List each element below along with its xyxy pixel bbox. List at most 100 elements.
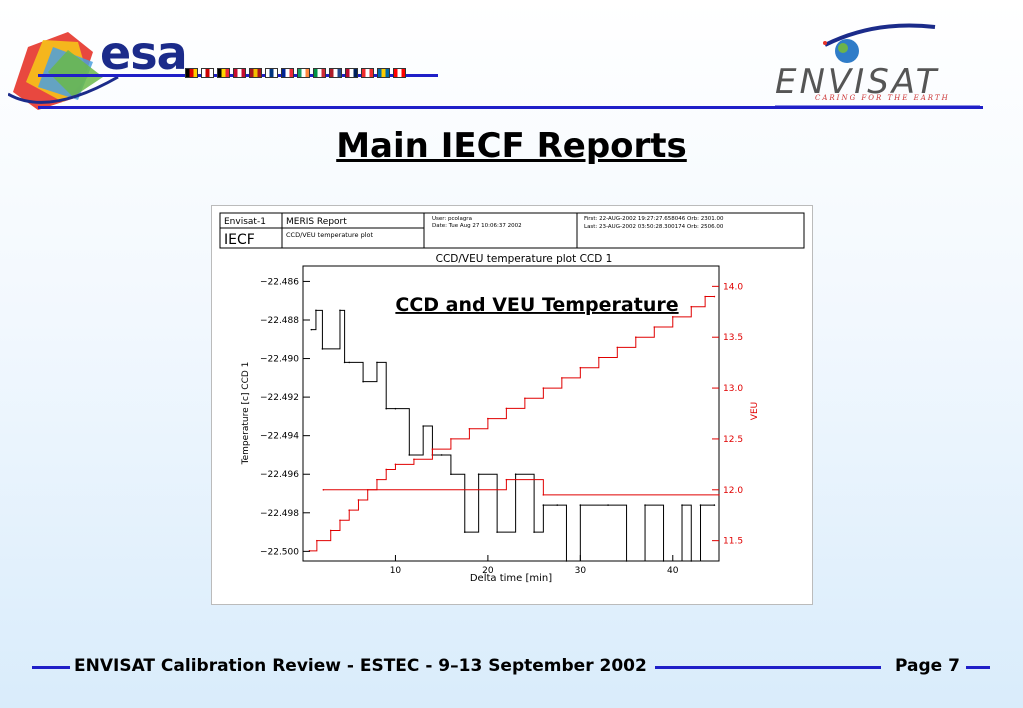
x-tick-label-0: 10	[390, 566, 402, 576]
series-1-point-17	[542, 387, 545, 389]
y-axis-label-left: Temperature [c] CCD 1	[241, 362, 251, 466]
y-left-tick-label-5: −22.496	[260, 470, 299, 480]
flag-10	[345, 68, 358, 78]
footer-rule-left	[32, 666, 70, 669]
series-0-point-6	[362, 380, 364, 383]
series-1-point-1	[316, 539, 318, 542]
series-1-point-23	[653, 326, 656, 328]
flag-1	[201, 68, 214, 78]
x-tick-label-2: 30	[575, 566, 587, 576]
esa-logo	[8, 32, 438, 110]
flag-6	[281, 68, 294, 78]
series-0-point-31	[713, 504, 716, 506]
footer-text: ENVISAT Calibration Review - ESTEC - 9–1…	[74, 656, 647, 676]
series-0-point-15	[463, 531, 466, 533]
report-date: Date: Tue Aug 27 10:06:37 2002	[432, 223, 522, 229]
y-right-tick-label-4: 12.0	[723, 486, 743, 496]
series-0-point-0	[310, 328, 313, 331]
series-0-point-24	[607, 504, 609, 506]
series-0-point-23	[579, 504, 582, 506]
series-1-point-25	[690, 305, 693, 308]
x-tick-label-1: 20	[482, 566, 494, 576]
series-0-point-26	[644, 504, 646, 506]
report-mission: Envisat-1	[224, 217, 266, 227]
series-0-point-22	[565, 560, 568, 562]
plot-frame	[302, 265, 720, 562]
series-0-point-8	[385, 407, 387, 410]
series-0-point-13	[440, 454, 443, 456]
series-1	[309, 296, 715, 552]
report-last: Last: 23-AUG-2002 03:50:28.300174 Orb: 2…	[584, 224, 724, 230]
flag-5	[265, 68, 278, 78]
page-number-value: 7	[948, 656, 960, 676]
report-user: User: pcolagra	[432, 216, 472, 222]
flag-12	[377, 68, 390, 78]
report-name: MERIS Report	[286, 217, 347, 227]
series-0-point-1	[315, 309, 317, 312]
series-2-point-2	[542, 494, 545, 496]
y-left-tick-label-1: −22.488	[260, 316, 299, 326]
y-right-tick-label-3: 12.5	[723, 435, 743, 445]
series-2	[323, 479, 719, 496]
series-0-point-10	[408, 454, 411, 456]
y-axis-label-right: VEU	[750, 402, 760, 420]
report-first: First: 22-AUG-2002 19:27:27.658046 Orb: …	[584, 216, 724, 222]
series-1-point-20	[598, 356, 600, 359]
series-1-point-16	[524, 397, 526, 400]
temperature-plot: Envisat-1 IECF MERIS Report CCD/VEU temp…	[219, 212, 805, 584]
flag-4	[249, 68, 262, 78]
series-0-point-9	[394, 407, 397, 410]
flag-3	[233, 68, 246, 78]
series-1-point-8	[385, 468, 387, 471]
series-0-point-4	[343, 361, 346, 364]
flag-7	[297, 68, 310, 78]
page-number: Page 7	[895, 656, 960, 676]
series-0-point-21	[556, 504, 559, 506]
flag-2	[217, 68, 230, 78]
series-0	[311, 309, 715, 562]
y-right-tick-label-1: 13.5	[723, 333, 743, 343]
footer-rule-right	[966, 666, 990, 669]
report-plot-name: CCD/VEU temperature plot	[286, 231, 373, 239]
y-left-tick-label-6: −22.498	[260, 509, 299, 519]
series-1-point-24	[671, 316, 674, 318]
y-right-tick-label-2: 13.0	[723, 384, 743, 394]
axes-layer: 10 20 30 40 −22.486 −22.488 −22.490 −22.492 −22.…	[260, 277, 743, 576]
flag-9	[329, 68, 342, 78]
series-1-point-13	[468, 427, 471, 430]
x-axis-label: Delta time [min]	[470, 573, 552, 584]
series-0-point-30	[699, 504, 702, 506]
series-0-point-7	[376, 361, 378, 364]
flag-8	[313, 68, 326, 78]
envisat-tagline: CARING FOR THE EARTH	[815, 94, 950, 102]
series-2-point-1	[505, 478, 508, 481]
series-1-point-14	[487, 417, 489, 420]
y-left-tick-label-2: −22.490	[260, 355, 299, 365]
series-2-point-3	[718, 494, 720, 496]
report-header: Envisat-1 IECF MERIS Report CCD/VEU temp…	[219, 212, 805, 249]
series-0-point-3	[339, 309, 341, 312]
series-layer	[308, 295, 720, 562]
series-2-point-0	[322, 488, 325, 491]
flag-11	[361, 68, 374, 78]
series-1-point-5	[357, 499, 360, 501]
series-0-point-11	[422, 425, 424, 427]
series-1-point-18	[561, 377, 563, 379]
y-left-tick-label-7: −22.500	[260, 547, 299, 557]
report-facility: IECF	[224, 232, 255, 248]
series-1-point-2	[329, 529, 332, 532]
series-1-point-19	[579, 366, 582, 369]
series-1-point-4	[348, 509, 351, 511]
series-0-point-14	[450, 473, 452, 476]
series-1-point-3	[339, 519, 341, 522]
member-state-flags	[185, 68, 406, 78]
x-tick-label-3: 40	[667, 566, 679, 576]
series-1-point-15	[505, 407, 508, 410]
y-left-tick-label-3: −22.492	[260, 393, 299, 403]
y-right-tick-label-0: 14.0	[723, 282, 743, 292]
y-left-tick-label-0: −22.486	[260, 277, 299, 287]
series-0-point-19	[533, 531, 535, 533]
series-1-point-22	[635, 336, 637, 339]
flag-0	[185, 68, 198, 78]
series-1-point-12	[450, 438, 452, 440]
